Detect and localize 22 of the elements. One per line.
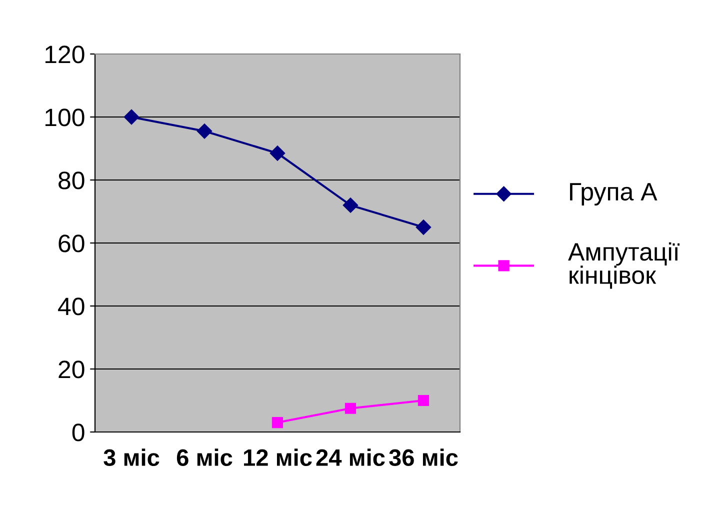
point: [270, 146, 286, 161]
point: [344, 402, 356, 414]
y-tick-label: 20: [58, 360, 84, 378]
y-tick-label: 80: [58, 172, 84, 190]
point: [416, 220, 432, 235]
x-tick-label: 3 міс: [104, 448, 160, 466]
x-tick-label: 12 міс: [244, 448, 312, 466]
point: [124, 109, 140, 125]
x-tick-label: 6 міс: [176, 448, 232, 466]
y-tick-label: 100: [45, 108, 84, 126]
legend-label: Група А: [570, 183, 658, 206]
x-tick-label: 36 міс: [389, 448, 458, 466]
y-tick-label: 120: [45, 46, 84, 64]
x-tick-label: 24 міс: [316, 448, 385, 466]
point: [272, 416, 284, 428]
point: [342, 198, 358, 213]
y-tick-label: 40: [58, 298, 84, 316]
point: [196, 124, 212, 139]
legend-label: Ампутації кінцівок: [568, 242, 680, 289]
y-tick-label: 60: [58, 234, 84, 252]
y-tick-label: 0: [72, 424, 84, 442]
point: [418, 394, 430, 406]
